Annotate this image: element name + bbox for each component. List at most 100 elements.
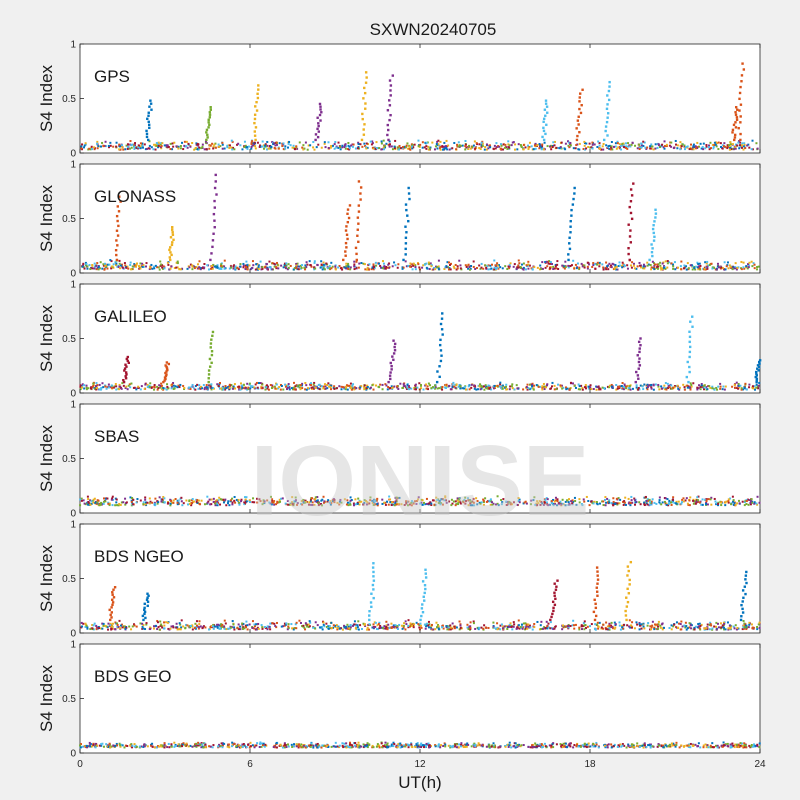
data-point	[102, 264, 105, 267]
data-point	[295, 265, 298, 268]
data-point	[254, 383, 257, 386]
spike-point	[439, 322, 443, 326]
data-point	[80, 497, 83, 500]
data-point	[587, 500, 590, 503]
data-point	[489, 503, 492, 506]
data-point	[455, 384, 458, 387]
data-point	[375, 499, 378, 502]
data-point	[660, 503, 663, 506]
data-point	[230, 266, 233, 269]
data-point	[679, 265, 682, 268]
data-point	[233, 495, 236, 498]
data-point	[737, 384, 740, 387]
data-point	[395, 626, 398, 629]
data-point	[103, 497, 106, 500]
spike-point	[570, 208, 573, 212]
data-point	[374, 261, 377, 264]
data-point	[314, 498, 317, 501]
data-point	[563, 265, 566, 268]
data-point	[266, 268, 269, 271]
data-point	[111, 498, 114, 501]
spike-point	[578, 131, 581, 134]
data-point	[512, 625, 515, 628]
data-point	[423, 623, 426, 626]
data-point	[496, 495, 499, 498]
data-point	[109, 141, 112, 144]
data-point	[241, 623, 244, 626]
data-point	[723, 142, 726, 145]
data-point	[571, 382, 574, 385]
spike-point	[348, 204, 352, 207]
data-point	[750, 623, 753, 626]
data-point	[365, 142, 368, 145]
data-point	[271, 384, 274, 387]
spike-point	[356, 216, 360, 219]
data-point	[437, 265, 440, 268]
data-point	[255, 623, 258, 626]
data-point	[255, 381, 258, 384]
data-point	[142, 501, 145, 504]
spike-point	[688, 365, 691, 369]
data-point	[214, 146, 217, 149]
data-point	[748, 146, 751, 149]
spike-point	[357, 204, 361, 207]
data-point	[478, 264, 481, 267]
spike-point	[109, 613, 112, 617]
data-point	[343, 626, 346, 629]
data-point	[374, 621, 377, 624]
data-point	[610, 626, 613, 629]
data-point	[500, 144, 503, 147]
data-point	[195, 620, 198, 623]
data-point	[597, 627, 600, 630]
data-point	[453, 267, 456, 270]
data-point	[564, 148, 567, 151]
data-point	[280, 497, 283, 500]
data-point	[299, 621, 302, 624]
data-point	[627, 502, 630, 505]
data-point	[727, 500, 730, 503]
data-point	[339, 627, 342, 630]
data-point	[342, 386, 345, 389]
data-point	[312, 146, 315, 149]
data-point	[592, 502, 595, 505]
spike-point	[163, 379, 166, 382]
spike-point	[441, 312, 444, 315]
data-point	[667, 385, 670, 388]
spike-point	[214, 173, 217, 177]
data-point	[345, 503, 348, 506]
data-point	[555, 267, 558, 270]
data-point	[245, 260, 248, 263]
data-point	[645, 499, 648, 502]
data-point	[149, 626, 152, 629]
data-point	[608, 144, 611, 147]
data-point	[617, 497, 620, 500]
data-point	[168, 268, 171, 271]
data-point	[372, 623, 375, 626]
data-point	[714, 500, 717, 503]
spike-point	[360, 138, 364, 142]
data-point	[407, 619, 410, 622]
data-point	[299, 264, 302, 267]
data-point	[456, 497, 459, 500]
data-point	[331, 500, 334, 503]
data-point	[174, 385, 177, 388]
data-point	[339, 498, 342, 501]
data-point	[410, 387, 413, 390]
data-point	[160, 382, 163, 385]
data-point	[710, 496, 713, 499]
data-point	[744, 623, 747, 626]
data-point	[456, 145, 459, 148]
spike-point	[211, 245, 214, 249]
spike-point	[648, 258, 651, 262]
data-point	[382, 148, 385, 151]
spike-point	[145, 135, 149, 139]
data-point	[518, 266, 521, 269]
data-point	[402, 386, 405, 389]
data-point	[522, 148, 525, 151]
data-point	[751, 386, 754, 389]
data-point	[713, 497, 716, 500]
data-point	[466, 497, 469, 500]
data-point	[324, 387, 327, 390]
data-point	[175, 266, 178, 269]
data-point	[450, 504, 453, 507]
